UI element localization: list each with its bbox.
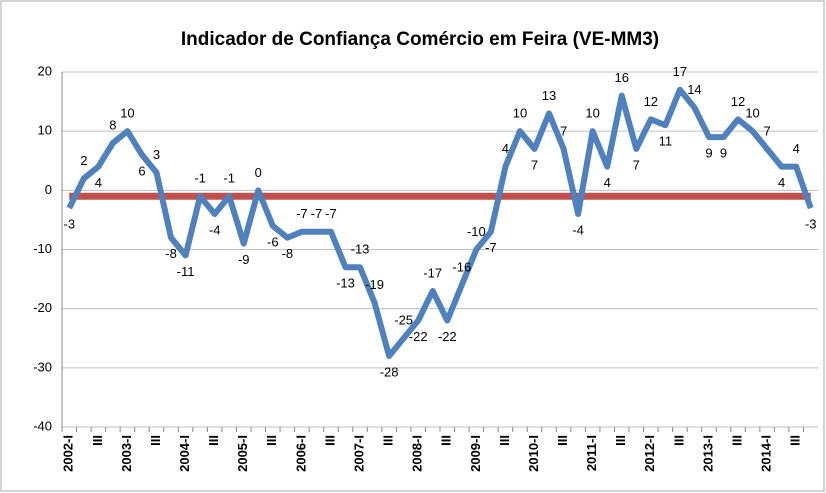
x-tick-label: III — [148, 435, 163, 446]
data-label: 4 — [95, 175, 102, 190]
data-label: 2 — [80, 153, 87, 168]
data-label: 12 — [731, 94, 745, 109]
data-label: -19 — [365, 277, 384, 292]
data-label: -4 — [209, 222, 221, 237]
data-label: 9 — [705, 146, 712, 161]
x-tick-label: 2008-I — [410, 435, 425, 472]
x-tick-label: 2012-I — [642, 435, 657, 472]
data-label: -13 — [336, 276, 355, 291]
data-label: -4 — [572, 222, 584, 237]
x-tick-label: III — [497, 435, 512, 446]
x-tick-label: 2007-I — [351, 435, 366, 472]
x-tick-label: III — [671, 435, 686, 446]
data-label: 14 — [687, 82, 701, 97]
data-label: 4 — [793, 141, 800, 156]
data-label: -11 — [177, 264, 195, 279]
data-label: -6 — [267, 234, 279, 249]
data-label: 7 — [560, 123, 567, 138]
data-label: -17 — [423, 265, 442, 280]
x-tick-label: III — [729, 435, 744, 446]
data-label: 7 — [763, 123, 770, 138]
data-label: -16 — [452, 259, 471, 274]
data-label: 6 — [138, 163, 145, 178]
data-label: -10 — [467, 224, 486, 239]
x-tick-label: III — [381, 435, 396, 446]
x-tick-label: III — [264, 435, 279, 446]
x-tick-label: 2013-I — [700, 435, 715, 472]
y-tick-label: -20 — [33, 300, 52, 315]
data-label: -7 — [311, 206, 323, 221]
data-label: 4 — [604, 175, 611, 190]
x-tick-label: III — [206, 435, 221, 446]
x-tick-label: III — [439, 435, 454, 446]
data-label: 4 — [502, 141, 509, 156]
x-tick-label: 2006-I — [293, 435, 308, 472]
x-tick-label: 2004-I — [177, 435, 192, 472]
data-label: -1 — [194, 171, 206, 186]
data-label: -9 — [238, 252, 250, 267]
data-label: 10 — [585, 106, 599, 121]
data-label: 7 — [531, 157, 538, 172]
data-label: -8 — [165, 246, 177, 261]
x-tick-label: 2009-I — [468, 435, 483, 472]
x-tick-label: 2005-I — [235, 435, 250, 472]
data-label: 0 — [255, 165, 262, 180]
y-tick-label: -40 — [33, 418, 52, 433]
data-label: 10 — [120, 106, 134, 121]
data-line — [66, 86, 814, 359]
y-tick-label: 0 — [45, 182, 52, 197]
y-tick-label: 10 — [38, 123, 52, 138]
data-label: 7 — [633, 157, 640, 172]
data-label: -13 — [351, 242, 370, 257]
data-label: -25 — [394, 313, 413, 328]
data-label: 10 — [513, 106, 527, 121]
data-label: -22 — [438, 329, 457, 344]
x-tick-label: 2011-I — [584, 435, 599, 471]
data-label: -7 — [296, 206, 308, 221]
data-label: -22 — [409, 329, 428, 344]
y-tick-label: 20 — [38, 63, 52, 78]
data-label: 12 — [644, 94, 658, 109]
x-tick-label: 2014-I — [759, 435, 774, 472]
data-label: 17 — [673, 64, 687, 79]
y-tick-label: -10 — [33, 241, 52, 256]
data-label: -8 — [282, 246, 294, 261]
x-tick-label: III — [613, 435, 628, 446]
data-label: 16 — [614, 70, 628, 85]
x-tick-label: 2002-I — [61, 435, 76, 472]
chart-title: Indicador de Confiança Comércio em Feira… — [181, 29, 659, 50]
y-tick-label: -30 — [33, 359, 52, 374]
data-label: 9 — [720, 146, 727, 161]
data-label: 10 — [745, 106, 759, 121]
data-label: -28 — [380, 364, 399, 379]
x-tick-label: III — [788, 435, 803, 446]
data-label: 13 — [542, 88, 556, 103]
x-tick-label: III — [322, 435, 337, 446]
data-label: 11 — [659, 134, 673, 149]
x-tick-label: 2003-I — [119, 435, 134, 472]
data-label: -7 — [485, 240, 497, 255]
x-tick-label: III — [555, 435, 570, 446]
data-label: 8 — [109, 117, 116, 132]
data-label: 3 — [153, 147, 160, 162]
data-label: -3 — [63, 217, 75, 232]
data-label: -3 — [805, 217, 817, 232]
data-label: 4 — [778, 175, 785, 190]
x-tick-label: 2010-I — [526, 435, 541, 472]
x-tick-label: III — [90, 435, 105, 446]
data-label: -7 — [325, 206, 337, 221]
data-label: -1 — [223, 171, 235, 186]
